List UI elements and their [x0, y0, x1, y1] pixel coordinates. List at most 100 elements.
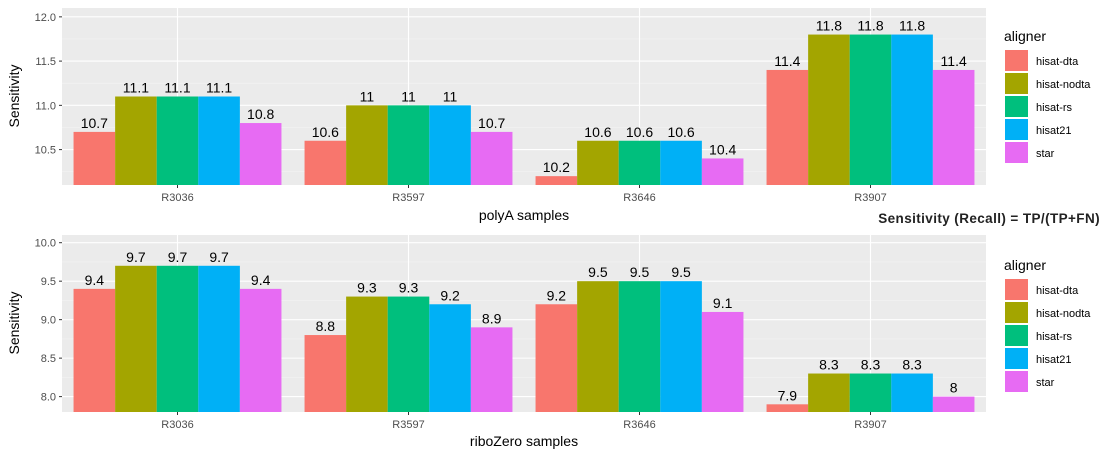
x-tick-label: R3036	[161, 419, 193, 431]
data-label: 10.8	[247, 106, 274, 122]
data-label: 8.3	[861, 357, 881, 373]
y-tick-label: 12.0	[35, 12, 56, 24]
x-axis-title: polyA samples	[479, 207, 569, 223]
data-label: 9.4	[251, 272, 271, 288]
bar-hisat-dta-R3597	[304, 335, 347, 412]
bar-star-R3036	[239, 123, 282, 185]
x-axis-title: riboZero samples	[470, 433, 578, 449]
legend: aligner hisat-dta hisat-nodta hisat-rs hisat…	[1004, 28, 1091, 163]
legend-key-hisat-nodta	[1005, 302, 1028, 323]
bar-hisat-dta-R3036	[73, 131, 116, 185]
data-label: 9.3	[357, 280, 377, 296]
bar-hisat21-R3036	[198, 265, 240, 412]
chart-panel-1: 10.5 11.0 11.5 12.0 R3036 R3597 R3646 R3907 10.7…	[6, 8, 1091, 223]
y-tick-label: 9.5	[41, 276, 56, 288]
bar-star-R3597	[470, 131, 513, 185]
data-label: 10.2	[543, 159, 570, 175]
data-label: 11.1	[206, 80, 232, 96]
x-tick-label: R3036	[161, 192, 193, 204]
bar-hisat-rs-R3646	[618, 140, 661, 185]
bar-star-R3907	[932, 396, 975, 412]
bar-hisat21-R3907	[891, 34, 933, 185]
legend-label: hisat-rs	[1036, 102, 1073, 114]
bar-hisat-dta-R3646	[535, 304, 578, 412]
data-label: 11.8	[816, 18, 842, 34]
bar-hisat-nodta-R3036	[115, 265, 157, 412]
legend-title: aligner	[1004, 257, 1046, 273]
bar-hisat-rs-R3597	[387, 105, 430, 185]
data-label: 11.8	[857, 18, 883, 34]
bar-star-R3646	[701, 158, 744, 185]
x-tick-label: R3646	[623, 192, 655, 204]
data-label: 9.2	[547, 287, 567, 303]
data-label: 10.4	[709, 141, 736, 157]
chart-panel-2: 8.0 8.5 9.0 9.5 10.0 R3036 R3597 R3646 R3907 9.4 8…	[6, 235, 1091, 449]
bar-hisat21-R3597	[429, 304, 471, 412]
data-label: 9.5	[588, 264, 608, 280]
bar-hisat21-R3597	[429, 105, 471, 185]
legend-key-hisat-dta	[1005, 279, 1028, 300]
data-label: 8.3	[902, 357, 922, 373]
y-tick-label: 10.5	[35, 145, 56, 157]
data-label: 9.7	[168, 249, 188, 265]
bar-hisat-nodta-R3597	[346, 296, 388, 412]
legend-label: hisat-dta	[1036, 56, 1079, 68]
legend-label: star	[1036, 148, 1055, 160]
data-label: 11.8	[899, 18, 925, 34]
data-label: 10.7	[81, 115, 108, 131]
legend-label: hisat21	[1036, 354, 1071, 366]
data-label: 11	[360, 88, 375, 104]
data-label: 10.6	[626, 124, 653, 140]
bar-hisat-dta-R3036	[73, 288, 116, 412]
legend-key-hisat21	[1005, 348, 1028, 369]
bar-hisat21-R3036	[198, 96, 240, 185]
data-label: 8	[950, 380, 958, 396]
legend-key-hisat21	[1005, 119, 1028, 140]
bar-star-R3646	[701, 311, 744, 412]
legend-label: star	[1036, 377, 1055, 389]
bar-hisat-rs-R3036	[156, 96, 199, 185]
bar-hisat21-R3907	[891, 373, 933, 412]
data-label: 9.1	[713, 295, 733, 311]
data-label: 11	[443, 88, 458, 104]
bar-hisat21-R3646	[660, 281, 702, 412]
x-tick-label: R3646	[623, 419, 655, 431]
x-tick-label: R3597	[392, 192, 424, 204]
data-label: 10.6	[312, 124, 339, 140]
legend-key-star	[1005, 371, 1028, 392]
legend-title: aligner	[1004, 28, 1046, 44]
data-label: 9.7	[126, 249, 146, 265]
bar-hisat-rs-R3907	[849, 34, 892, 185]
data-label: 8.3	[819, 357, 839, 373]
data-label: 11	[401, 88, 416, 104]
bar-hisat-nodta-R3597	[346, 105, 388, 185]
bar-hisat-dta-R3907	[766, 69, 809, 185]
legend-label: hisat21	[1036, 125, 1071, 137]
y-axis-title: Sensitivity	[6, 291, 22, 354]
y-tick-label: 8.0	[41, 392, 56, 404]
data-label: 9.4	[85, 272, 105, 288]
legend-key-hisat-rs	[1005, 96, 1028, 117]
bar-hisat-nodta-R3036	[115, 96, 157, 185]
chart-annotation: Sensitivity (Recall) = TP/(TP+FN)	[878, 211, 1100, 226]
data-label: 8.9	[482, 310, 502, 326]
data-label: 9.2	[440, 287, 460, 303]
data-label: 8.8	[316, 318, 336, 334]
y-tick-label: 9.0	[41, 315, 56, 327]
legend: aligner hisat-dta hisat-nodta hisat-rs hisat…	[1004, 257, 1091, 392]
bar-hisat-rs-R3597	[387, 296, 430, 412]
y-axis-title: Sensitivity	[6, 64, 22, 127]
bar-star-R3597	[470, 327, 513, 412]
bar-hisat21-R3646	[660, 140, 702, 185]
data-label: 11.1	[164, 80, 190, 96]
bar-hisat-dta-R3907	[766, 404, 809, 412]
data-label: 10.6	[667, 124, 694, 140]
bar-star-R3036	[239, 288, 282, 412]
legend-label: hisat-nodta	[1036, 308, 1091, 320]
bar-star-R3907	[932, 69, 975, 185]
legend-key-hisat-nodta	[1005, 73, 1028, 94]
bar-hisat-nodta-R3907	[808, 34, 850, 185]
y-tick-label: 8.5	[41, 353, 56, 365]
data-label: 9.7	[209, 249, 229, 265]
